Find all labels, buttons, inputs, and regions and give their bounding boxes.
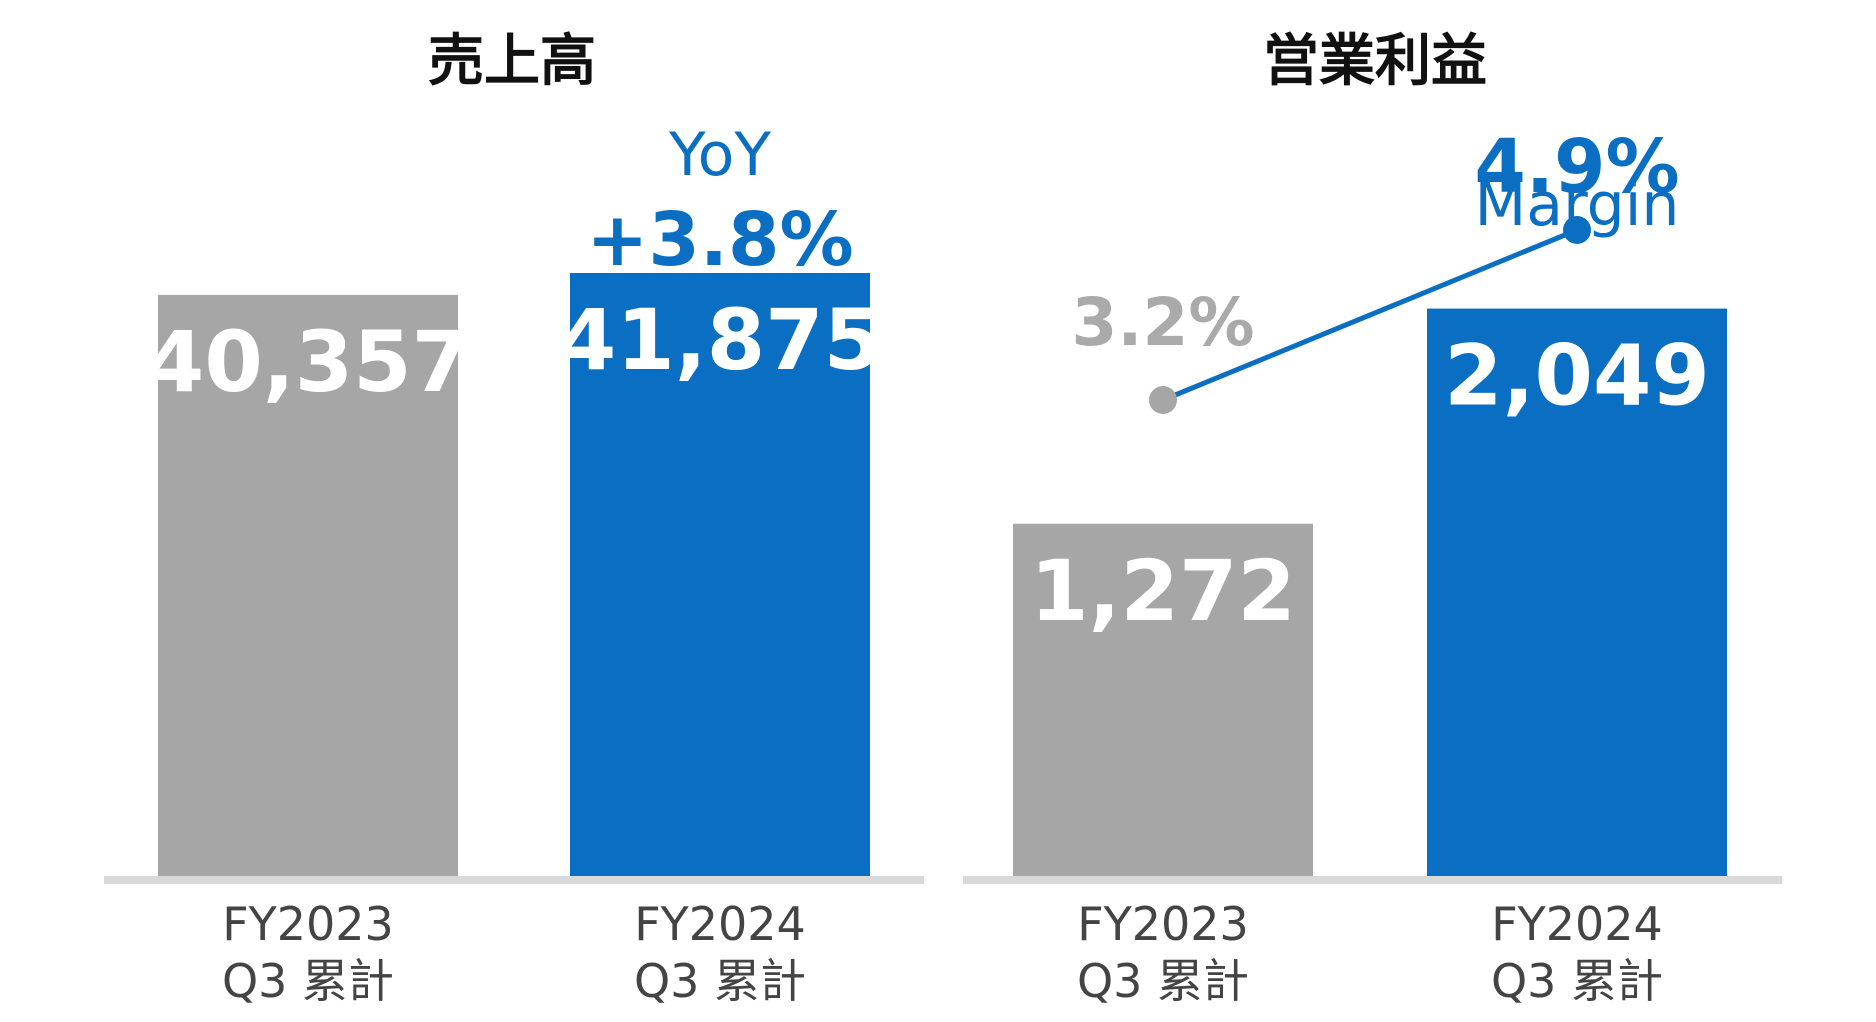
bar-value-label-1-fy2023: 1,272 [1030, 542, 1296, 640]
bar-value-label-0-fy2024: 41,875 [558, 291, 882, 389]
margin-heading: Margin [1475, 170, 1680, 240]
margin-point-0 [1149, 386, 1177, 414]
revenue-category-fy2023-line1: FY2023 [222, 897, 394, 951]
op-category-fy2024-line1: FY2024 [1491, 897, 1663, 951]
yoy-annotation: YoY +3.8% [586, 120, 853, 283]
margin-value-label-0: 3.2% [1071, 284, 1254, 361]
operating-profit-panel: 営業利益 1,272 2,049 3.2% 4.9% Margin FY2023 Q… [963, 29, 1782, 1008]
bar-0-fy2023 [158, 294, 458, 876]
operating-profit-bars: 1,272 2,049 [1013, 308, 1727, 877]
revenue-category-fy2024-line1: FY2024 [634, 897, 806, 951]
op-category-fy2023-line1: FY2023 [1077, 897, 1249, 951]
bar-1-fy2024 [1427, 308, 1727, 877]
revenue-bars: 40,357 41,875 [146, 273, 882, 876]
margin-line-segment [1162, 227, 1578, 403]
operating-profit-category-axis: FY2023 Q3 累計 FY2024 Q3 累計 [1077, 897, 1663, 1008]
bar-0-fy2024 [570, 273, 870, 876]
bar-1-fy2023 [1013, 523, 1313, 876]
margin-point-1 [1563, 216, 1591, 244]
margin-series: 3.2% 4.9% [1071, 124, 1680, 414]
op-category-fy2023-line2: Q3 累計 [1077, 954, 1249, 1008]
revenue-panel: 売上高 YoY +3.8% 40,357 41,875 FY2023 Q3 累計 … [104, 29, 924, 1008]
bar-value-label-1-fy2024: 2,049 [1444, 327, 1710, 425]
revenue-category-axis: FY2023 Q3 累計 FY2024 Q3 累計 [222, 897, 806, 1008]
yoy-value: +3.8% [586, 197, 853, 283]
revenue-title: 売上高 [428, 29, 596, 94]
operating-profit-title: 営業利益 [1263, 29, 1487, 94]
bar-value-label-0-fy2023: 40,357 [146, 313, 470, 411]
revenue-category-fy2023-line2: Q3 累計 [222, 954, 394, 1008]
op-category-fy2024-line2: Q3 累計 [1491, 954, 1663, 1008]
revenue-category-fy2024-line2: Q3 累計 [634, 954, 806, 1008]
yoy-heading: YoY [668, 120, 771, 190]
margin-value-label-1: 4.9% [1474, 124, 1679, 210]
